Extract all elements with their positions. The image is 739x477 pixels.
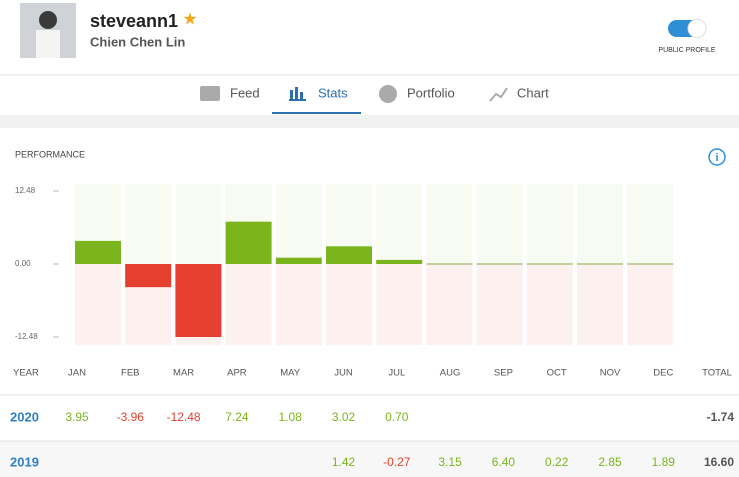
column-bg-negative xyxy=(225,264,272,345)
username: steveann1 xyxy=(90,11,178,31)
month-value: 1.08 xyxy=(279,410,303,424)
month-value: 0.70 xyxy=(385,410,409,424)
feed-icon xyxy=(200,86,220,101)
month-value: 2.85 xyxy=(598,455,622,469)
year: 2020 xyxy=(10,409,39,424)
month-value: 6.40 xyxy=(492,455,516,469)
month-value: -0.27 xyxy=(383,455,411,469)
y-tick-label: 12.48 xyxy=(15,186,36,195)
month-value: 3.15 xyxy=(438,455,462,469)
column-header: MAY xyxy=(280,368,301,379)
portfolio-icon xyxy=(379,85,397,103)
column-bg-positive xyxy=(627,184,674,264)
month-value: 3.95 xyxy=(65,410,89,424)
column-bg-negative xyxy=(526,264,573,345)
month-value: 1.89 xyxy=(652,455,676,469)
bar xyxy=(326,246,372,264)
column-bg-negative xyxy=(476,264,523,345)
month-value: 1.42 xyxy=(332,455,356,469)
active-tab-underline xyxy=(272,112,361,114)
row-background xyxy=(0,441,739,477)
month-value: 7.24 xyxy=(225,410,249,424)
bar xyxy=(125,264,172,288)
full-name: Chien Chen Lin xyxy=(90,34,185,49)
y-tick-label: 0.00 xyxy=(15,259,31,268)
column-bg-positive xyxy=(426,184,473,264)
tab[interactable]: Chart xyxy=(517,85,549,100)
column-header: FEB xyxy=(121,368,139,379)
total: -1.74 xyxy=(707,410,735,424)
toggle-knob xyxy=(687,19,707,38)
column-bg-positive xyxy=(275,184,322,264)
toggle-label: PUBLIC PROFILE xyxy=(658,47,716,54)
column-bg-negative xyxy=(577,264,623,345)
column-bg-positive xyxy=(175,184,222,264)
column-bg-negative xyxy=(376,264,423,345)
column-header: JAN xyxy=(68,368,86,379)
column-bg-negative xyxy=(426,264,473,345)
section-title: PERFORMANCE xyxy=(15,149,85,159)
gray-band xyxy=(0,115,739,128)
bar xyxy=(175,264,222,337)
month-value: -12.48 xyxy=(167,410,201,424)
avatar-head xyxy=(39,11,57,29)
stats-icon xyxy=(289,87,306,101)
column-header: JUL xyxy=(388,368,405,379)
year: 2019 xyxy=(10,454,39,469)
month-value: -3.96 xyxy=(117,410,145,424)
column-bg-positive xyxy=(376,184,423,264)
column-header: SEP xyxy=(494,368,513,379)
tab[interactable]: Portfolio xyxy=(407,85,455,100)
column-bg-negative xyxy=(326,264,372,345)
column-header: JUN xyxy=(334,368,353,379)
column-bg-negative xyxy=(275,264,322,345)
column-header: TOTAL xyxy=(702,368,732,379)
chart-icon xyxy=(489,87,508,102)
month-value: 3.02 xyxy=(332,410,356,424)
star-icon[interactable]: ★ xyxy=(182,9,197,28)
column-header: YEAR xyxy=(13,368,39,379)
y-tick-label: -12.48 xyxy=(15,332,38,341)
column-header: APR xyxy=(227,368,247,379)
bar xyxy=(275,257,322,264)
column-bg-negative xyxy=(627,264,674,345)
column-bg-positive xyxy=(577,184,623,264)
column-header: MAR xyxy=(173,368,194,379)
total: 16.60 xyxy=(704,455,734,469)
bar xyxy=(75,240,121,264)
month-value: 0.22 xyxy=(545,455,569,469)
column-bg-positive xyxy=(526,184,573,264)
bar xyxy=(225,221,272,264)
column-bg-positive xyxy=(125,184,172,264)
avatar-body xyxy=(36,30,60,58)
column-header: DEC xyxy=(653,368,673,379)
column-bg-negative xyxy=(75,264,121,345)
bar xyxy=(376,259,423,264)
column-header: AUG xyxy=(440,368,461,379)
column-header: OCT xyxy=(547,368,567,379)
column-header: NOV xyxy=(600,368,621,379)
column-bg-positive xyxy=(476,184,523,264)
tab[interactable]: Feed xyxy=(230,85,260,100)
info-glyph: i xyxy=(715,152,718,164)
tab[interactable]: Stats xyxy=(318,85,348,100)
info-icon[interactable] xyxy=(708,148,726,166)
